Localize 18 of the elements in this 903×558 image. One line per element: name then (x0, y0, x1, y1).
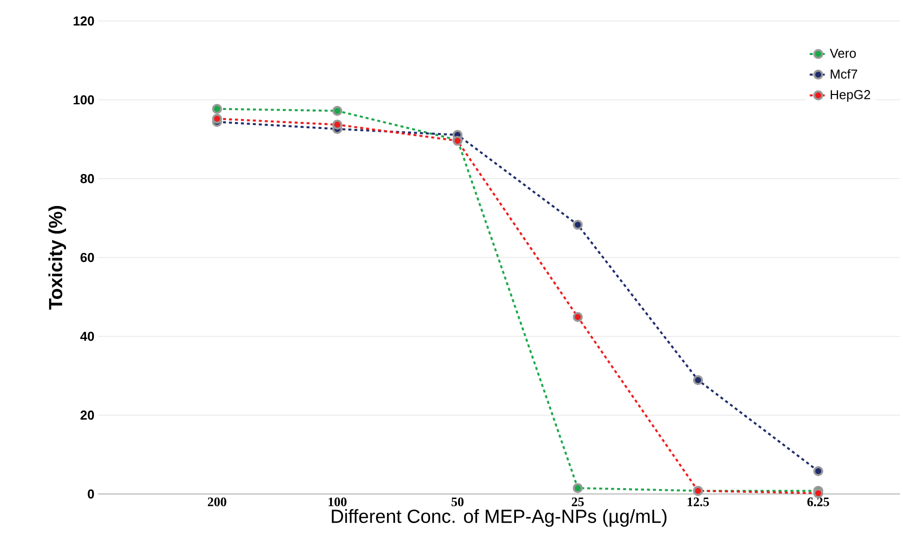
y-tick-label: 0 (88, 489, 94, 499)
y-tick-label: 20 (80, 410, 94, 420)
x-axis-title: Different Conc. of MEP-Ag-NPs (µg/mL) (332, 509, 666, 527)
x-tick-label: 100 (328, 498, 347, 506)
legend-label: Vero (830, 48, 856, 58)
x-tick-label: 200 (208, 498, 226, 506)
y-tick-label: 40 (80, 332, 94, 341)
y-tick-label: 100 (74, 95, 94, 104)
y-tick-label: 60 (80, 252, 94, 262)
y-tick-label: 80 (80, 174, 94, 184)
x-tick-label: 25 (572, 498, 584, 506)
legend-label: HepG2 (830, 90, 870, 102)
y-tick-label: 120 (74, 16, 94, 26)
legend-label: Mcf7 (830, 69, 858, 79)
y-axis-title: Toxicity (%) (48, 206, 66, 310)
x-tick-label: 50 (452, 498, 464, 506)
x-tick-label: 12.5 (688, 498, 709, 506)
x-tick-label: 6.25 (807, 498, 830, 506)
